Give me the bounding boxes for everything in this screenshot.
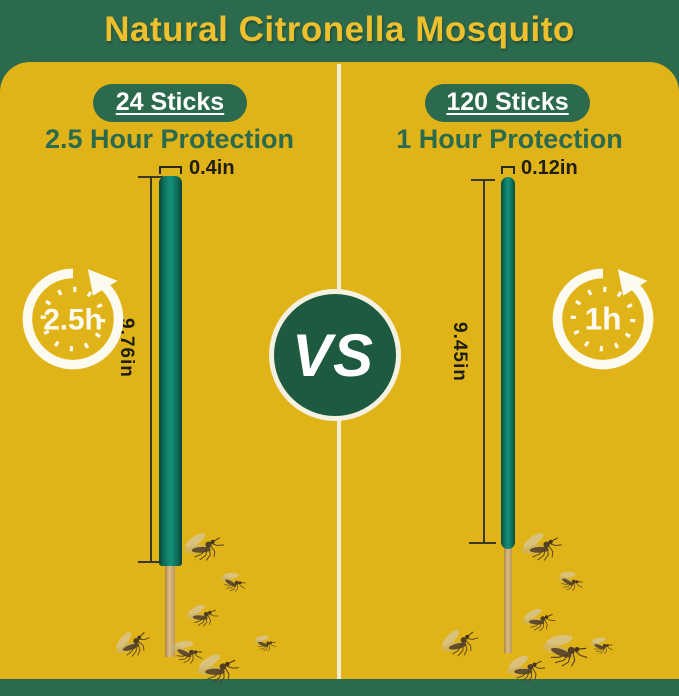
left-sticks-badge: 24 Sticks	[93, 84, 247, 122]
right-width-label: 0.12in	[521, 157, 578, 179]
right-length-tick-bottom	[469, 542, 496, 544]
vs-label: VS	[291, 321, 375, 389]
left-protection-text: 2.5 Hour Protection	[44, 124, 295, 154]
left-stick-wooden-handle	[165, 564, 175, 657]
left-width-label: 0.4in	[189, 157, 235, 179]
right-length-line	[483, 180, 485, 544]
left-length-line	[150, 177, 152, 563]
right-protection-text: 1 Hour Protection	[396, 124, 623, 154]
right-length-label: 9.45in	[449, 322, 470, 382]
clock-timer-icon: 2.5h	[22, 268, 124, 370]
mosquito-icon	[252, 632, 278, 654]
left-duration-label: 2.5h	[43, 304, 102, 337]
right-duration-label: 1h	[584, 301, 621, 337]
mosquito-icon	[587, 633, 616, 657]
page-title: Natural Citronella Mosquito	[104, 10, 575, 49]
left-citronella-stick	[159, 176, 182, 566]
left-length-tick-bottom	[138, 561, 174, 563]
mosquito-icon	[192, 647, 242, 688]
right-stick-wooden-handle	[504, 545, 512, 653]
mosquito-icon	[184, 600, 220, 629]
right-citronella-stick	[501, 177, 515, 549]
vs-badge: VS	[269, 289, 401, 421]
left-width-bracket	[159, 166, 182, 174]
mosquito-icon	[502, 649, 548, 687]
clock-timer-icon: 1h	[552, 268, 654, 370]
right-width-bracket	[501, 166, 515, 174]
right-sticks-badge: 120 Sticks	[425, 84, 590, 122]
right-length-tick-top	[471, 179, 495, 181]
left-length-tick-top	[138, 176, 163, 178]
